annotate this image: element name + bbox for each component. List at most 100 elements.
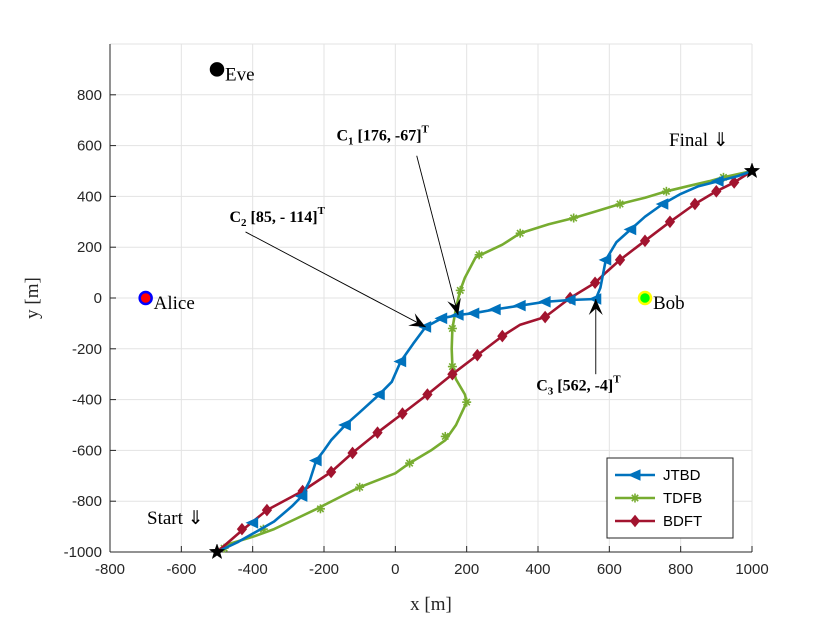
final-marker [743,162,761,179]
data-point-tdfb [474,250,484,260]
annotation-c2: C2 [85, - 114]T [229,205,426,328]
x-tick-label: -800 [95,561,125,578]
data-point-bdft [689,197,701,211]
start-label: Start ⇓ [147,508,204,529]
series-jtbd [215,169,754,554]
annotation-arrow-head [447,297,461,316]
data-point-tdfb [515,228,525,238]
data-point-jtbd [466,307,480,320]
x-tick-label: -600 [166,561,196,578]
points-of-interest: Start ⇓ Final ⇓ Eve Alice Bob [138,62,761,560]
legend: JTBD TDFB BDFT [606,457,734,539]
data-point-bdft [711,185,722,198]
y-axis-label: y [m] [22,277,43,319]
data-point-jtbd [245,517,259,529]
data-point-bdft [347,446,358,460]
y-tick-label: -200 [72,341,102,358]
annotation-arrow-line [245,231,426,328]
annotation-arrow-head [408,313,426,327]
legend-entry-jtbd: JTBD [615,467,701,484]
data-point-jtbd [487,303,501,316]
x-axis-label: x [m] [410,594,452,615]
x-tick-label: 600 [597,561,622,578]
x-tick-label: -200 [309,561,339,578]
annotation-arrow-line [416,155,459,316]
star-ray [448,324,457,333]
data-point-bdft [372,426,383,439]
data-point-bdft [447,367,458,381]
annotation-c3: C3 [562, -4]T [536,299,621,398]
data-point-bdft [325,465,337,479]
data-point-tdfb [569,213,579,223]
x-tick-label: 800 [668,561,693,578]
x-tick-label: 200 [454,561,479,578]
data-point-jtbd [655,198,669,210]
star-ray [456,286,464,295]
legend-label: JTBD [663,467,701,484]
annotations: C1 [176, -67]T C2 [85, - 114]T C3 [562, -4… [229,124,621,398]
annotation-c1: C1 [176, -67]T [336,124,461,316]
y-tick-label: 0 [94,290,102,307]
alice-label: Alice [154,293,195,314]
data-point-jtbd [294,490,308,502]
annotation-label: C1 [176, -67]T [336,124,429,148]
final-label: Final ⇓ [669,130,729,151]
annotation-label: C2 [85, - 114]T [229,205,325,229]
series-line-bdft [215,169,754,554]
data-point-jtbd [598,254,612,266]
start-marker [208,543,226,560]
star-ray [475,251,483,259]
data-point-jtbd [562,294,576,306]
data-point-bdft [397,407,408,420]
data-point-bdft [472,348,483,362]
star-ray [662,187,671,196]
bob-label: Bob [653,293,685,314]
data-point-jtbd [537,296,551,308]
data-point-jtbd [623,223,637,236]
data-point-bdft [236,522,248,536]
star-ray [441,432,450,441]
eve-label: Eve [225,64,255,85]
star-ray [516,229,524,237]
data-point-bdft [261,503,273,517]
data-point-bdft [614,253,626,267]
legend-entry-tdfb: TDFB [615,490,702,507]
y-tick-label: -600 [72,442,102,459]
data-point-jtbd [338,419,351,431]
data-point-tdfb [447,323,457,333]
data-point-bdft [589,276,601,290]
data-point-bdft [729,176,740,189]
series-tdfb [215,169,754,554]
x-tick-label: 1000 [735,561,768,578]
data-point-tdfb [440,431,450,441]
x-tick-label: 0 [391,561,399,578]
y-tick-label: -800 [72,493,102,510]
y-tick-label: 400 [77,188,102,205]
data-point-tdfb [615,199,625,209]
annotation-label: C3 [562, -4]T [536,374,621,398]
data-point-jtbd [372,388,385,401]
star-ray [448,362,457,371]
data-point-jtbd [710,175,724,187]
star-ray [569,214,578,222]
star-ray [405,459,414,467]
bob-marker [637,290,653,306]
star-ray [316,505,325,513]
y-tick-label: 800 [77,87,102,104]
legend-label: BDFT [663,513,702,530]
legend-marker [630,493,640,503]
data-point-jtbd [308,454,322,467]
series-layer [215,169,754,554]
y-tick-label: -400 [72,392,102,409]
data-point-tdfb [661,186,671,196]
annotation-arrow-head [588,299,603,316]
eve-marker [209,62,225,77]
star-ray [355,483,364,491]
data-point-bdft [497,329,508,343]
data-point-tdfb [315,504,325,514]
y-tick-label: 200 [77,239,102,256]
legend-marker [627,469,641,481]
y-tick-label: 600 [77,138,102,155]
data-point-bdft [422,388,433,401]
